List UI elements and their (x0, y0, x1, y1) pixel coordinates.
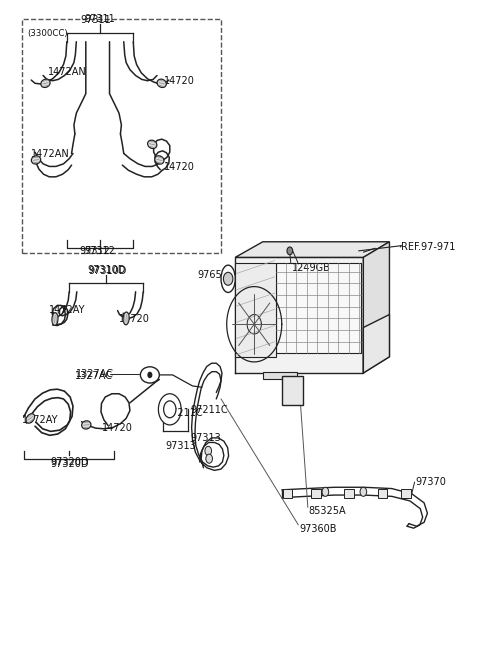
Polygon shape (235, 257, 363, 373)
Polygon shape (276, 263, 361, 354)
Text: 1472AN: 1472AN (48, 67, 86, 77)
Polygon shape (235, 242, 389, 257)
Circle shape (322, 487, 329, 496)
Polygon shape (311, 489, 321, 498)
Text: 85325A: 85325A (309, 506, 347, 516)
Circle shape (223, 272, 233, 286)
Text: 97211C: 97211C (166, 408, 203, 419)
Polygon shape (263, 371, 297, 379)
Text: 14720: 14720 (164, 162, 195, 172)
Text: 97211C: 97211C (190, 405, 228, 415)
Text: 97310D: 97310D (88, 265, 126, 276)
Text: 14720: 14720 (164, 76, 195, 86)
Text: 97320D: 97320D (50, 459, 88, 470)
Ellipse shape (148, 140, 157, 149)
Text: 1472AN: 1472AN (31, 149, 70, 159)
Polygon shape (378, 489, 387, 498)
Polygon shape (363, 314, 389, 373)
Circle shape (287, 247, 293, 255)
Text: 97312: 97312 (84, 246, 116, 256)
Bar (22, 19, 221, 253)
Text: 97370: 97370 (416, 477, 446, 487)
Circle shape (206, 454, 213, 463)
Ellipse shape (52, 312, 58, 326)
Ellipse shape (123, 312, 129, 325)
Circle shape (148, 372, 152, 377)
Text: 97313: 97313 (190, 433, 221, 443)
Text: 14720: 14720 (119, 314, 150, 324)
Polygon shape (282, 375, 302, 405)
Polygon shape (401, 489, 411, 498)
Text: REF.97-971: REF.97-971 (401, 242, 456, 252)
Text: (3300CC): (3300CC) (27, 29, 68, 38)
Text: 97311: 97311 (80, 15, 111, 25)
Ellipse shape (82, 421, 91, 429)
Text: 97360B: 97360B (300, 525, 337, 534)
Ellipse shape (155, 156, 164, 164)
Text: 97312: 97312 (80, 246, 111, 255)
Text: 97313: 97313 (166, 441, 196, 451)
Circle shape (205, 446, 212, 455)
Text: 1327AC: 1327AC (76, 369, 114, 379)
Polygon shape (283, 489, 292, 498)
Text: 1327AC: 1327AC (75, 371, 113, 381)
Text: 97320D: 97320D (50, 457, 88, 467)
Circle shape (164, 401, 176, 418)
Polygon shape (363, 242, 389, 373)
Ellipse shape (157, 79, 167, 88)
Text: 97655A: 97655A (198, 270, 235, 280)
Ellipse shape (26, 414, 35, 423)
Text: 1472AY: 1472AY (22, 415, 58, 424)
Text: 14720: 14720 (102, 422, 133, 432)
Polygon shape (344, 489, 354, 498)
Text: 97311: 97311 (84, 14, 115, 24)
Text: 1249GB: 1249GB (292, 263, 331, 272)
Ellipse shape (140, 367, 159, 383)
Ellipse shape (221, 265, 235, 292)
Circle shape (158, 394, 181, 425)
Circle shape (360, 487, 367, 496)
Ellipse shape (41, 79, 50, 88)
Ellipse shape (31, 156, 41, 164)
Polygon shape (235, 263, 276, 357)
Text: 97310D: 97310D (87, 265, 125, 275)
Text: 1472AY: 1472AY (49, 305, 86, 315)
